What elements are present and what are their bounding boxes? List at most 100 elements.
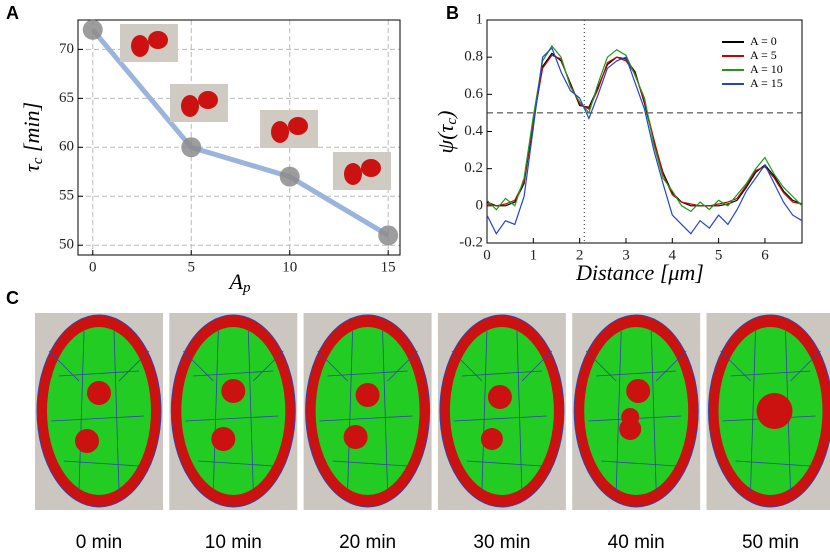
nucleus xyxy=(87,381,111,405)
y-tick-label: 0.4 xyxy=(464,123,483,139)
cell-boundary xyxy=(48,350,80,382)
cell-boundary xyxy=(332,460,408,467)
cell-boundary xyxy=(615,330,622,492)
cell-boundary xyxy=(750,330,756,492)
panel-label: A xyxy=(6,3,19,23)
panel-label: C xyxy=(6,288,19,308)
y-tick-label: 65 xyxy=(59,90,74,106)
y-tick-label: -0.2 xyxy=(459,234,483,250)
data-point xyxy=(279,166,300,187)
label-sub: c xyxy=(30,157,46,164)
nucleus xyxy=(221,379,246,403)
data-point xyxy=(181,137,202,158)
x-tick-label: 5 xyxy=(715,247,723,263)
data-point xyxy=(82,19,103,40)
x-tick-label: 6 xyxy=(761,247,769,263)
x-tick-label: 4 xyxy=(669,247,677,263)
cell-boundary xyxy=(118,350,150,382)
label-text: τ xyxy=(19,163,44,172)
cell-boundary xyxy=(453,415,547,422)
data-point xyxy=(378,225,399,246)
nucleus xyxy=(343,425,368,449)
cell-boundary xyxy=(247,330,254,492)
cell-boundary xyxy=(185,415,279,422)
nucleus xyxy=(75,429,99,453)
embryo-cytoplasm xyxy=(181,327,286,495)
data-line xyxy=(90,28,390,238)
snapshot-label: 50 min xyxy=(742,532,799,553)
snapshot-label: 40 min xyxy=(608,532,665,553)
cell-boundary xyxy=(720,350,751,382)
series-line xyxy=(486,54,803,207)
cell-boundary xyxy=(655,350,687,382)
cell-boundary xyxy=(78,330,85,492)
cell-boundary xyxy=(481,330,488,492)
nucleus xyxy=(487,385,512,409)
label-text: A xyxy=(228,269,244,294)
y-tick-label: 70 xyxy=(59,41,74,57)
y-tick-label: 0.2 xyxy=(464,160,483,176)
axis-label: ψ(τc) xyxy=(433,111,460,154)
snapshot-label: 10 min xyxy=(205,532,262,553)
label-text: ψ(τ xyxy=(433,123,458,153)
x-tick-label: 3 xyxy=(622,247,630,263)
nucleus xyxy=(621,408,640,426)
y-tick-label: 55 xyxy=(59,188,74,204)
y-tick-label: 50 xyxy=(59,237,74,253)
cell-boundary xyxy=(319,415,413,422)
snapshot-label: 20 min xyxy=(339,532,396,553)
axis-label: Ap xyxy=(228,269,251,296)
nucleus xyxy=(211,427,236,451)
cell-boundary xyxy=(50,415,145,422)
cell-boundary xyxy=(382,330,388,492)
x-tick-label: 0 xyxy=(89,259,97,275)
embryo-cytoplasm xyxy=(449,327,554,495)
cell-boundary xyxy=(198,460,274,467)
cell-boundary xyxy=(790,350,821,382)
cell-boundary xyxy=(585,350,617,382)
label-suffix: [min] xyxy=(19,102,44,158)
axis-label: τc [min] xyxy=(19,102,46,172)
cell-boundary xyxy=(58,370,140,377)
legend-label: A = 15 xyxy=(750,76,783,90)
embryo-cytoplasm xyxy=(315,327,420,495)
plot-frame xyxy=(486,19,803,244)
nucleus xyxy=(756,393,793,429)
legend-label: A = 5 xyxy=(750,48,777,62)
inset-cell xyxy=(344,163,362,185)
nucleus xyxy=(626,379,651,403)
cell-boundary xyxy=(193,370,274,377)
cell-boundary xyxy=(735,460,811,467)
inset-cell xyxy=(131,35,149,57)
cell-boundary xyxy=(466,460,542,467)
label-sub: p xyxy=(242,280,251,296)
cell-boundary xyxy=(317,350,348,382)
cell-boundary xyxy=(253,350,284,382)
cell-boundary xyxy=(730,370,811,377)
snapshot-label: 30 min xyxy=(473,532,530,553)
x-tick-label: 2 xyxy=(576,247,584,263)
y-tick-label: 1 xyxy=(476,11,484,27)
plot-frame xyxy=(77,19,401,256)
nucleus xyxy=(355,383,380,407)
axis-label: Distance [μm] xyxy=(575,260,704,285)
cell-boundary xyxy=(461,370,542,377)
y-tick-label: 0 xyxy=(476,197,484,213)
x-tick-label: 0 xyxy=(483,247,491,263)
cell-boundary xyxy=(601,460,677,467)
cell-boundary xyxy=(212,330,219,492)
x-tick-label: 5 xyxy=(187,259,195,275)
y-tick-label: 0.8 xyxy=(464,49,483,65)
cell-boundary xyxy=(650,330,657,492)
cell-boundary xyxy=(451,350,483,382)
label-sub: c xyxy=(444,118,460,125)
cell-boundary xyxy=(516,330,523,492)
cell-boundary xyxy=(596,370,677,377)
series-line xyxy=(486,46,803,235)
cell-boundary xyxy=(347,330,353,492)
inset-cell xyxy=(148,31,168,49)
inset-cell xyxy=(198,91,218,109)
y-tick-label: 0.6 xyxy=(464,86,483,102)
label-text: Distance [μm] xyxy=(575,260,704,285)
